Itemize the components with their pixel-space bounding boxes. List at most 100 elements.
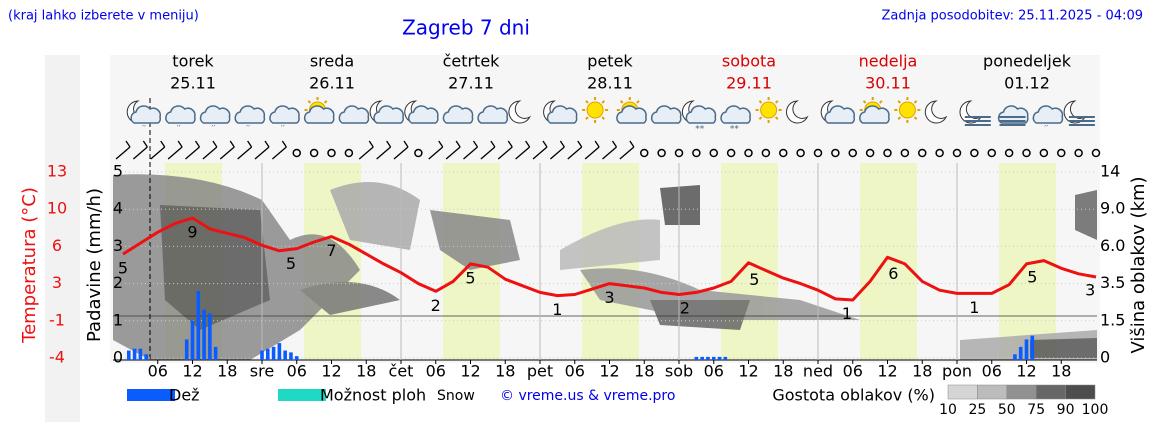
barb-shaft — [219, 146, 235, 160]
x-tick-label: 06 — [982, 362, 1002, 381]
wind-calm — [952, 148, 962, 158]
snow: ** — [730, 125, 740, 135]
x-tick-label: 18 — [773, 362, 793, 381]
barb-tick — [229, 140, 235, 148]
cloud-tick-label: 3.5 — [1100, 273, 1125, 292]
day-date: 29.11 — [726, 74, 772, 93]
barb-tick — [247, 140, 253, 148]
wind-barb — [497, 140, 513, 160]
hint: (kraj lahko izberete v meniju) — [8, 9, 199, 24]
weather-icon — [755, 97, 782, 123]
wind-barb — [185, 140, 201, 160]
weather-icon — [582, 97, 609, 123]
precip-bar — [144, 354, 148, 360]
x-tick-label: 18 — [1051, 362, 1071, 381]
x-tick-label: 18 — [912, 362, 932, 381]
temp-extreme-label: 1 — [842, 304, 852, 323]
density-tick-label: 10 — [939, 402, 957, 418]
wind-barb — [167, 140, 183, 160]
temp-extreme-label: 6 — [888, 264, 898, 283]
wind-calm — [796, 148, 805, 158]
precip-bar — [208, 313, 212, 360]
wind-calm — [848, 148, 857, 158]
wind-barb — [515, 140, 531, 160]
sun-ray — [323, 100, 328, 104]
temp-extreme-label: 5 — [749, 270, 759, 289]
wind-calm — [918, 148, 927, 158]
barb-tick — [142, 140, 148, 148]
cloud-tick-label: 14 — [1100, 162, 1120, 181]
wind-calm — [883, 148, 892, 158]
precip-tick-label: 2 — [113, 273, 123, 292]
wind-calm — [657, 148, 666, 158]
barb-tick — [490, 140, 496, 148]
weather-icon — [303, 97, 335, 124]
barb-shaft — [132, 146, 148, 160]
weather-icon — [650, 105, 682, 124]
x-tick-label: sre — [250, 362, 274, 381]
precip-bar — [1013, 354, 1017, 360]
sun-ray — [862, 100, 867, 104]
barb-tick — [472, 140, 479, 148]
wind-calm — [414, 148, 423, 158]
barb-shaft — [202, 146, 218, 160]
barb-shaft — [167, 146, 183, 160]
cloud — [199, 105, 231, 124]
update-time: Zadnja posodobitev: 25.11.2025 - 04:09 — [881, 9, 1143, 24]
weather-icon — [786, 100, 809, 124]
temp-extreme-label: 3 — [604, 288, 614, 307]
precip-bar — [265, 348, 270, 360]
wind-calm — [309, 148, 319, 158]
weather-icon — [404, 100, 439, 124]
cloud-tick-label: 1.5 — [1100, 310, 1125, 329]
x-tick-label: 18 — [356, 362, 376, 381]
x-tick-label: 12 — [599, 362, 619, 381]
x-tick-label: ned — [803, 362, 833, 381]
wind-barb — [584, 140, 600, 160]
weather-icon — [369, 100, 404, 124]
wind-barb — [428, 140, 444, 160]
weather-icon — [543, 100, 578, 124]
precip-bar — [196, 291, 201, 360]
temp-extreme-label: 7 — [326, 241, 336, 260]
legend-label: Dež — [169, 386, 200, 405]
precip-tick-label: 0 — [113, 348, 123, 367]
x-tick-label: 12 — [738, 362, 758, 381]
wind-calm — [1022, 148, 1031, 158]
cloud — [1032, 105, 1064, 124]
temp-tick-label: -1 — [49, 310, 65, 329]
x-tick-label: 18 — [495, 362, 515, 381]
x-tick-label: 12 — [877, 362, 897, 381]
wind-calm — [344, 148, 354, 158]
barb-tick — [281, 140, 287, 148]
barb-shaft — [271, 146, 287, 160]
x-tick-label: 06 — [843, 362, 863, 381]
barb-tick — [455, 140, 461, 148]
barb-tick — [125, 140, 131, 148]
page-title: Zagreb 7 dni — [402, 16, 530, 40]
x-tick-label: 06 — [704, 362, 724, 381]
barb-tick — [264, 140, 270, 148]
sun-ray — [585, 100, 589, 104]
precip-bar — [694, 356, 699, 360]
wind-calm — [674, 148, 684, 158]
cloud-tick-label: 6.0 — [1100, 236, 1125, 255]
sun-ray — [758, 100, 763, 104]
cloud — [546, 105, 578, 124]
sun-ray — [774, 100, 779, 104]
barb-shaft — [497, 146, 513, 160]
day-date: 25.11 — [170, 74, 216, 93]
sun-ray — [585, 116, 589, 120]
weather-icon: ′′ — [165, 105, 196, 135]
legend-swatch — [278, 389, 326, 401]
barb-tick — [542, 140, 548, 148]
x-tick-label: 18 — [634, 362, 654, 381]
x-tick-label: sob — [665, 362, 693, 381]
cloud — [859, 105, 890, 124]
precip-bar — [277, 343, 282, 360]
precip-bar — [289, 352, 293, 360]
cloud — [338, 105, 370, 124]
x-tick-label: 12 — [321, 362, 341, 381]
day-name: petek — [587, 52, 633, 71]
